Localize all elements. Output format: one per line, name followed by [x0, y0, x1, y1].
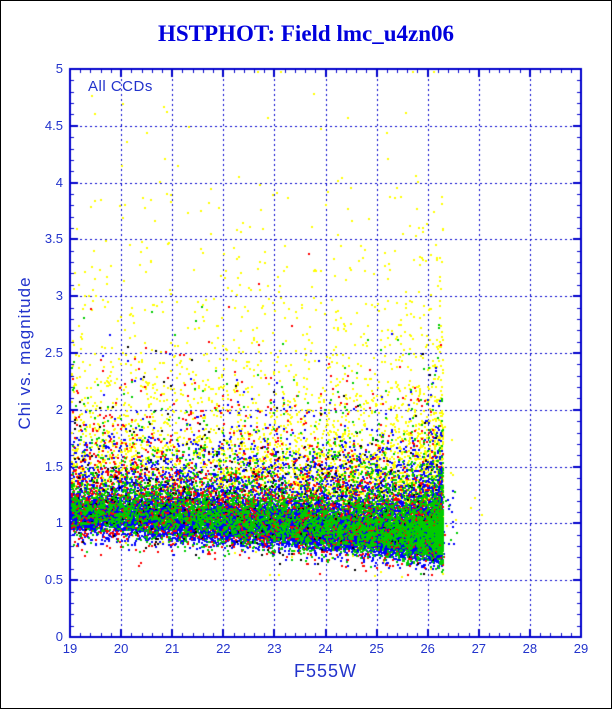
x-tick-label: 26: [420, 641, 435, 656]
x-axis-title: F555W: [293, 661, 358, 681]
y-tick-label: 2.5: [44, 345, 63, 360]
x-tick-label: 22: [216, 641, 231, 656]
y-tick-label: 0.5: [44, 572, 63, 588]
y-tick-label: 3.5: [44, 231, 63, 247]
y-tick-label: 5: [55, 61, 63, 76]
ccd-annotation-label: All CCDs: [88, 78, 153, 95]
y-tick-label: 1.5: [44, 458, 63, 474]
x-tick-label: 21: [164, 641, 180, 656]
x-tick-label: 19: [62, 641, 78, 656]
y-tick-label: 4: [55, 174, 63, 190]
x-tick-label: 25: [369, 641, 384, 656]
y-tick-label: 2: [55, 401, 63, 417]
y-tick-label: 0: [55, 629, 63, 644]
y-tick-label: 3: [55, 288, 63, 304]
x-tick-label: 20: [113, 641, 129, 656]
x-tick-label: 28: [522, 641, 538, 656]
x-tick-label: 24: [318, 641, 333, 656]
x-tick-label: 27: [471, 641, 487, 656]
x-tick-label: 23: [267, 641, 282, 656]
y-tick-label: 4.5: [44, 117, 63, 133]
y-tick-label: 1: [55, 515, 63, 531]
x-tick-label: 29: [573, 641, 589, 656]
